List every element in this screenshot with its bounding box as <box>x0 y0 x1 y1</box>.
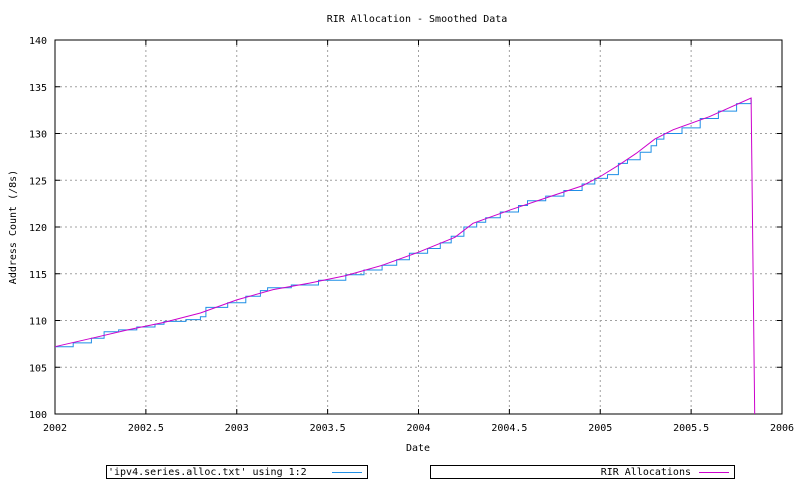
x-tick-label: 2002.5 <box>128 423 164 434</box>
chart-title: RIR Allocation - Smoothed Data <box>327 14 508 25</box>
series-layer <box>54 97 756 415</box>
axis-tick-labels: 100 105 110 115 120 125 130 135 140 2002 2002.5 200… <box>29 36 794 434</box>
series-line-1 <box>55 98 752 348</box>
x-tick-label: 2004 <box>406 423 430 434</box>
y-tick-label: 110 <box>29 317 47 328</box>
x-tick-label: 2005 <box>588 423 612 434</box>
x-tick-label: 2003.5 <box>310 423 346 434</box>
y-tick-label: 120 <box>29 223 47 234</box>
y-tick-label: 115 <box>29 270 47 281</box>
x-tick-label: 2004.5 <box>491 423 527 434</box>
legend-entry-1: 'ipv4.series.alloc.txt' using 1:2 <box>106 465 368 479</box>
x-tick-label: 2005.5 <box>673 423 709 434</box>
legend-entry-2: RIR Allocations <box>430 465 735 479</box>
y-tick-label: 105 <box>29 363 47 374</box>
x-tick-label: 2006 <box>770 423 794 434</box>
grid-lines <box>55 40 782 414</box>
y-tick-label: 140 <box>29 36 47 47</box>
y-tick-label: 100 <box>29 410 47 421</box>
legend-label-2: RIR Allocations <box>600 467 691 478</box>
x-axis-label: Date <box>406 443 430 454</box>
axis-ticks <box>54 39 783 415</box>
series-line-2 <box>54 97 756 415</box>
y-tick-label: 135 <box>29 83 47 94</box>
x-tick-label: 2003 <box>225 423 249 434</box>
y-axis-label: Address Count (/8s) <box>8 170 19 284</box>
y-tick-label: 130 <box>29 130 47 141</box>
legend-swatch-2 <box>699 472 729 473</box>
legend-swatch-1 <box>332 472 362 473</box>
y-tick-label: 125 <box>29 176 47 187</box>
x-tick-label: 2002 <box>43 423 67 434</box>
legend-label-1: 'ipv4.series.alloc.txt' using 1:2 <box>108 467 307 478</box>
